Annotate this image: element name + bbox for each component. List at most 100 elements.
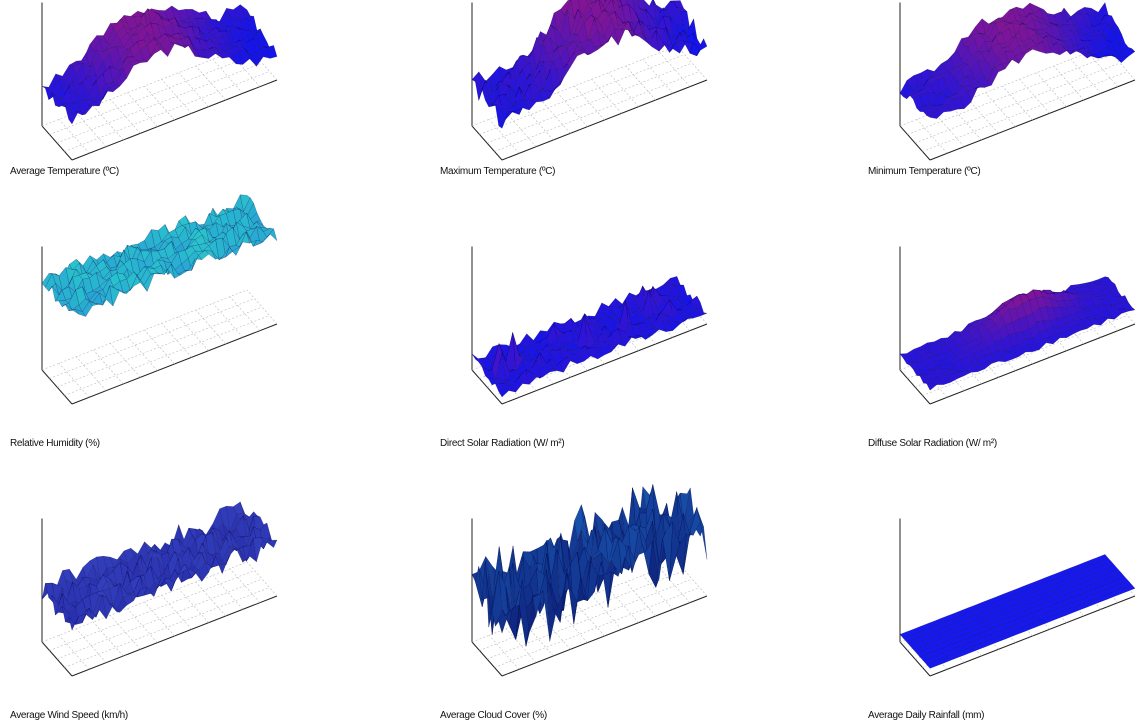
floor-grid-line <box>41 289 248 371</box>
surface-cell <box>604 0 616 13</box>
floor-grid-line <box>557 608 588 643</box>
floor-grid-line <box>178 588 209 623</box>
floor-grid-line <box>471 561 678 643</box>
surface-cell <box>243 197 254 218</box>
floor-grid-line <box>523 105 554 141</box>
floor-grid-line <box>161 595 192 630</box>
plot-title: Diffuse Solar Radiation (W/ m²) <box>868 438 997 449</box>
floor-grid-line <box>505 628 537 663</box>
floor-grid-line <box>922 315 1128 396</box>
floor-grid-line <box>659 52 691 87</box>
axes <box>41 2 278 161</box>
surface-cell <box>1101 557 1113 565</box>
floor-grid-line <box>557 92 588 127</box>
surface-cell <box>246 15 258 31</box>
surface-plot-direct-solar-radiation <box>471 246 708 405</box>
floor-grid-line <box>212 575 244 610</box>
floor-grid-line <box>93 621 124 657</box>
floor-grid-line <box>110 343 141 378</box>
floor-grid-line <box>75 628 107 663</box>
surface-mesh <box>899 276 1136 391</box>
surface-cell <box>590 0 595 4</box>
surface-cell <box>1101 277 1112 287</box>
surface-mesh <box>41 4 278 125</box>
floor-grid-line <box>64 71 270 152</box>
surface-mesh <box>41 501 278 631</box>
panel-maximum-temperature: Maximum Temperature (ºC) <box>440 0 740 210</box>
surface-cell <box>243 12 254 19</box>
plot-title: Relative Humidity (%) <box>10 438 100 449</box>
floor-grid-line <box>110 99 141 134</box>
floor-grid-line <box>64 587 270 668</box>
floor-grid-line <box>488 635 520 670</box>
surface-cell <box>1124 48 1136 57</box>
panel-minimum-temperature: Minimum Temperature (ºC) <box>868 0 1137 210</box>
floor-grid-line <box>505 112 537 147</box>
floor-grid-line <box>1087 52 1119 87</box>
floor-grid-line <box>574 85 605 121</box>
panel-average-daily-rainfall: Average Daily Rainfall (mm) <box>868 516 1137 726</box>
surface-cell <box>696 508 708 560</box>
floor-grid-line <box>56 62 263 144</box>
panel-average-wind-speed: Average Wind Speed (km/h) <box>10 501 310 726</box>
floor-grid-line <box>479 570 685 651</box>
floor-grid-line <box>127 608 158 643</box>
floor-grid-line <box>161 79 192 114</box>
panel-relative-humidity: Relative Humidity (%) <box>10 194 310 454</box>
surface-mesh <box>41 194 278 317</box>
surface-cell <box>567 0 573 1</box>
surface-cell <box>588 0 592 4</box>
floor-grid-line <box>591 595 622 630</box>
surface-plot-average-wind-speed <box>41 501 278 677</box>
surface-cell <box>266 539 278 548</box>
floor-grid-line <box>246 561 278 597</box>
surface-mesh <box>899 554 1136 669</box>
floor-grid-line <box>1070 59 1102 94</box>
floor-grid-line <box>93 105 124 141</box>
surface-plot-average-daily-rainfall <box>899 518 1136 677</box>
floor-grid-line <box>916 119 948 154</box>
surface-cell <box>266 228 278 242</box>
floor-grid-line <box>58 363 90 398</box>
plot-title: Direct Solar Radiation (W/ m²) <box>440 438 565 449</box>
floor-grid-line <box>49 298 255 379</box>
floor-grid-line <box>1053 65 1084 101</box>
floor-grid-line <box>229 296 261 331</box>
plot-title: Average Daily Rainfall (mm) <box>868 710 985 721</box>
floor-grid-line <box>144 601 175 637</box>
floor-grid-line <box>659 568 691 603</box>
surface-cell <box>566 573 578 624</box>
floor-grid-line <box>985 92 1016 127</box>
floor-grid-line <box>608 588 639 623</box>
surface-cell <box>239 4 251 17</box>
surface-cell <box>1121 580 1133 588</box>
floor-grid-line <box>93 349 124 385</box>
floor-grid-line <box>574 601 605 637</box>
floor-grid-line <box>127 92 158 127</box>
surface-cell <box>634 0 640 9</box>
floor-grid-line <box>58 119 90 154</box>
surface-cell <box>696 38 708 57</box>
floor-grid-line <box>212 59 244 94</box>
floor-grid-line <box>178 316 209 351</box>
floor-grid-line <box>933 112 965 147</box>
floor-grid-line <box>1036 72 1067 107</box>
surface-mesh <box>471 0 708 129</box>
surface-cell <box>603 0 606 2</box>
surface-cell <box>1124 584 1136 592</box>
floor-grid-line <box>64 315 270 396</box>
surface-plot-minimum-temperature <box>899 2 1136 161</box>
floor-grid-line <box>229 568 261 603</box>
panel-average-cloud-cover: Average Cloud Cover (%) <box>440 484 740 726</box>
floor-grid-line <box>907 54 1113 135</box>
floor-grid-line <box>494 587 700 668</box>
panel-average-temperature: Average Temperature (ºC) <box>10 0 310 210</box>
floor-grid-line <box>479 54 685 135</box>
floor-grid-line <box>486 578 693 660</box>
floor-grid-line <box>968 99 999 134</box>
floor-grid-line <box>494 71 700 152</box>
floor-grid-line <box>642 575 674 610</box>
floor-grid-line <box>195 309 226 345</box>
floor-grid-line <box>58 635 90 670</box>
plot-title: Maximum Temperature (ºC) <box>440 166 556 177</box>
